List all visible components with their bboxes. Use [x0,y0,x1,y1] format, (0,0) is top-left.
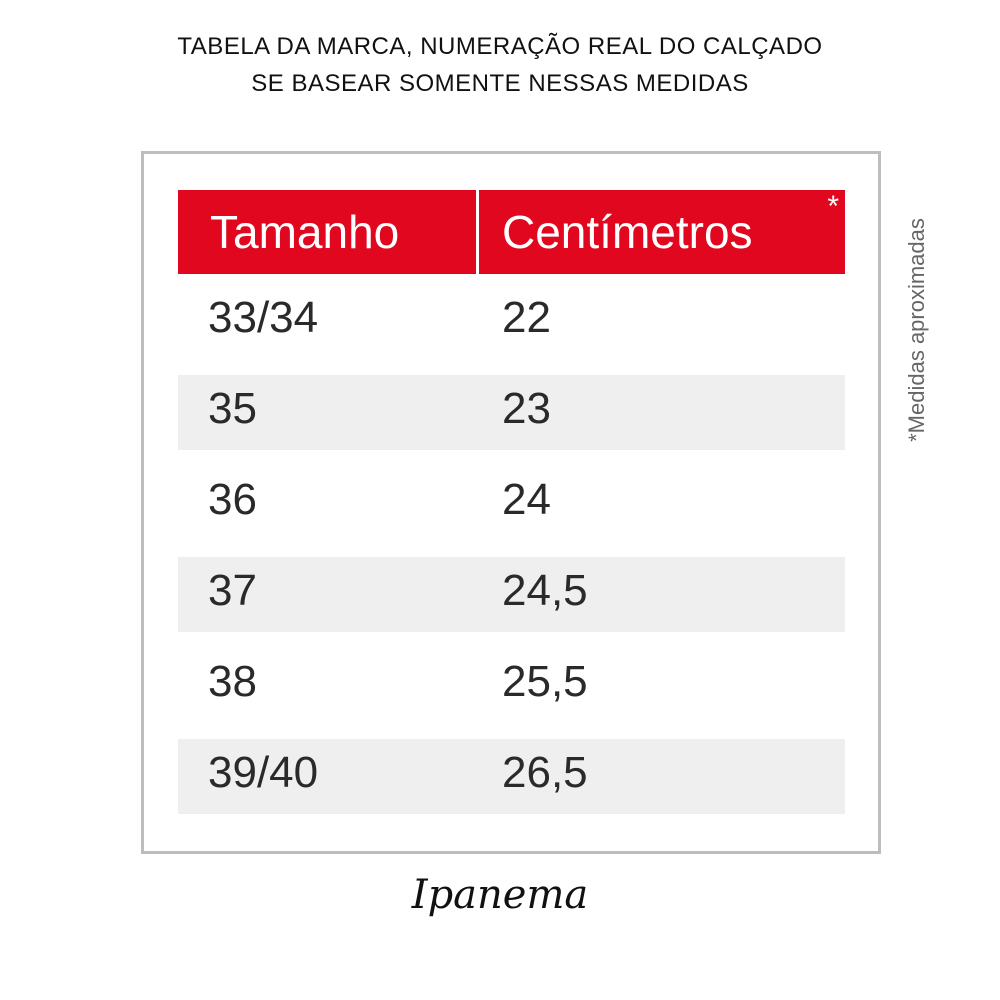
table-header: Tamanho Centímetros * [178,190,845,274]
table-body: 33/34 22 35 23 36 24 37 24,5 38 25,5 39/… [178,280,845,826]
size-cell: 33/34 [208,293,319,342]
asterisk: * [827,190,839,223]
cm-cell: 25,5 [502,657,588,706]
cm-cell: 26,5 [502,748,588,797]
size-cell: 37 [208,566,257,615]
table-row: 37 24,5 [178,553,845,644]
header-tamanho: Tamanho [178,190,476,274]
cm-cell: 24 [502,475,551,524]
size-cell: 38 [208,657,257,706]
table-row: 35 23 [178,371,845,462]
size-table-frame [141,151,881,854]
header-centimetros: Centímetros * [479,190,845,274]
size-cell: 36 [208,475,257,524]
approximate-measures-note: *Medidas aproximadas [904,218,929,442]
size-cell: 35 [208,384,257,433]
title-line-2: SE BASEAR SOMENTE NESSAS MEDIDAS [251,70,749,97]
ipanema-logo: Ipanema [411,872,589,918]
cm-cell: 23 [502,384,551,433]
table-row: 33/34 22 [178,280,845,371]
cm-cell: 24,5 [502,566,588,615]
table-row: 36 24 [178,462,845,553]
title-line-1: TABELA DA MARCA, NUMERAÇÃO REAL DO CALÇA… [177,33,823,60]
header-centimetros-label: Centímetros [502,206,753,258]
table-row: 38 25,5 [178,644,845,735]
cm-cell: 22 [502,293,551,342]
size-cell: 39/40 [208,748,319,797]
table-row: 39/40 26,5 [178,735,845,826]
